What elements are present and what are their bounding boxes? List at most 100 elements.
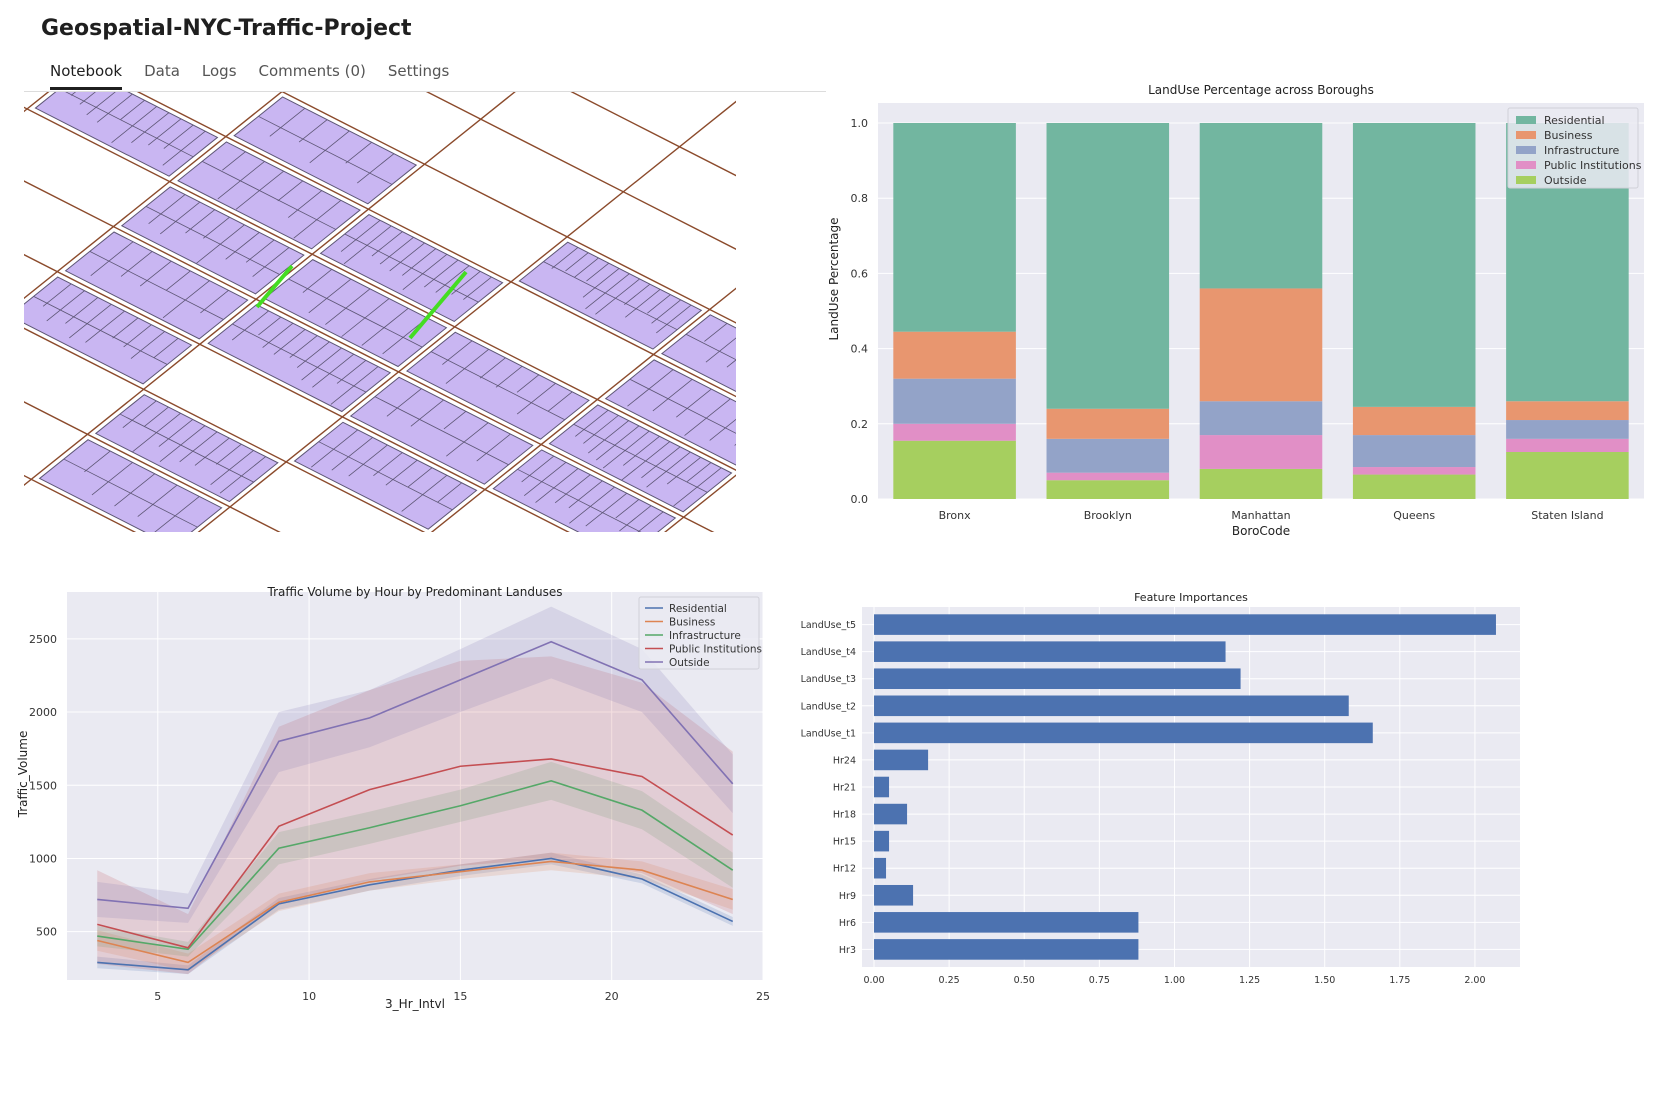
x-tick-label: 1.75 [1389, 975, 1410, 986]
bar-segment [893, 378, 1016, 424]
bar-segment [1506, 452, 1629, 499]
map-lot-line [684, 398, 731, 436]
map-lot-line [543, 261, 678, 331]
map-lot-line [63, 458, 198, 528]
map-lot-line [596, 425, 640, 461]
y-tick-label: LandUse_t3 [801, 674, 856, 685]
map-lot-line [325, 288, 371, 325]
map-street [24, 253, 570, 532]
map-lot-line [583, 415, 619, 444]
tab-divider [24, 91, 826, 92]
y-tick-labels: 0.0 0.2 0.4 0.6 0.8 1.0 [851, 117, 869, 506]
map-lot-line [361, 307, 409, 346]
map-lot-line [293, 200, 342, 239]
map-lot-line [575, 409, 609, 437]
map-highlighted-segments [255, 264, 468, 340]
series-line [97, 780, 734, 951]
tab-bar: Notebook Data Logs Comments (0) Settings [50, 56, 471, 90]
x-tick-label: 0.25 [939, 975, 960, 986]
y-tick-label: Hr24 [833, 755, 856, 766]
legend-box [1507, 107, 1639, 189]
bar-segment [893, 123, 1016, 332]
legend-label: Residential [1544, 114, 1605, 127]
map-lot-line [166, 270, 191, 291]
map-parcel-block [492, 449, 677, 532]
map-highlight-segment [255, 264, 294, 309]
tab-comments[interactable]: Comments (0) [258, 62, 366, 80]
legend: Residential Business Infrastructure Public … [1507, 107, 1642, 189]
land-use-map [24, 92, 796, 568]
map-lot-line [371, 231, 403, 257]
map-lot-line [615, 499, 640, 519]
legend-swatch [1516, 161, 1536, 169]
map-lot-line [379, 236, 414, 265]
map-lot-line [258, 316, 282, 336]
tab-logs[interactable]: Logs [201, 62, 237, 80]
map-lot-line [446, 422, 489, 457]
bar-segment [1046, 480, 1170, 499]
tab-notebook[interactable]: Notebook [50, 56, 123, 90]
tab-settings[interactable]: Settings [387, 62, 450, 80]
legend-label: Business [669, 617, 715, 629]
tab-data[interactable]: Data [144, 62, 180, 80]
map-lot-line [625, 289, 661, 318]
x-tick-label: 0.50 [1014, 975, 1035, 986]
map-lot-line [402, 248, 437, 276]
map-lot-line [154, 496, 200, 532]
map-lot-line [158, 419, 194, 447]
bar-segment [1199, 288, 1323, 402]
map-lot-line [298, 119, 328, 143]
map-lot-line [148, 118, 182, 146]
map-lot-line [122, 400, 157, 429]
legend-swatch [1516, 146, 1536, 154]
bar-segment [1352, 467, 1476, 475]
y-tick-label: 0.0 [851, 493, 869, 506]
map-lot-line [65, 92, 194, 158]
y-tick-label: LandUse_t2 [801, 701, 856, 712]
map-lot-line [235, 170, 284, 210]
y-tick-label: LandUse_t4 [801, 647, 856, 658]
map-lot-line [96, 93, 133, 123]
bar-segment [1506, 420, 1629, 439]
x-tick-label: Bronx [939, 509, 972, 522]
x-axis-label: 3_Hr_Intvl [385, 997, 445, 1011]
x-tick-label: 5 [154, 990, 161, 1003]
map-lot-line [430, 351, 565, 421]
landuse-stacked-bar-chart: 0.0 0.2 0.4 0.6 0.8 1.0 Bronx Brooklyn Manhatta… [814, 81, 1650, 571]
y-axis-label: Traffic_Volume [16, 731, 30, 819]
bar-marks [893, 123, 1629, 499]
map-lot-line [389, 242, 425, 272]
map-lot-line [70, 92, 77, 96]
map-lot-line [46, 290, 85, 322]
map-lot-line [277, 180, 304, 202]
feature-chart-svg: LandUse_t5 LandUse_t4 LandUse_t3 LandUse_t2… [801, 591, 1520, 986]
map-lot-line [252, 247, 290, 277]
x-tick-label: 10 [302, 990, 316, 1003]
map-lot-line [401, 474, 448, 512]
y-tick-label: 1500 [29, 779, 57, 792]
map-lot-line [86, 92, 116, 116]
bar-segment [1046, 472, 1170, 481]
map-lot-line [666, 456, 701, 485]
map-lot-line [301, 347, 342, 381]
y-tick-label: Hr6 [839, 918, 856, 929]
map-lot-line [521, 455, 555, 483]
feature-bar [874, 749, 929, 771]
map-lot-line [289, 335, 318, 358]
map-lot-line [288, 278, 423, 348]
map-parcel-block [660, 314, 736, 392]
y-axis-label: LandUse Percentage [827, 218, 841, 341]
map-lot-line [758, 357, 794, 386]
map-lot-line [587, 420, 629, 454]
map-lot-line [84, 450, 111, 473]
map-lot-line [442, 340, 473, 365]
grid-lines [67, 592, 764, 980]
map-lot-line [123, 324, 152, 348]
chart-title: Traffic Volume by Hour by Predominant La… [267, 585, 563, 599]
feature-bar [874, 912, 1139, 933]
map-street [24, 180, 715, 532]
map-lot-line [202, 160, 337, 230]
map-lot-line [573, 423, 708, 493]
map-lot-line [203, 216, 230, 239]
map-lot-line [112, 317, 139, 339]
